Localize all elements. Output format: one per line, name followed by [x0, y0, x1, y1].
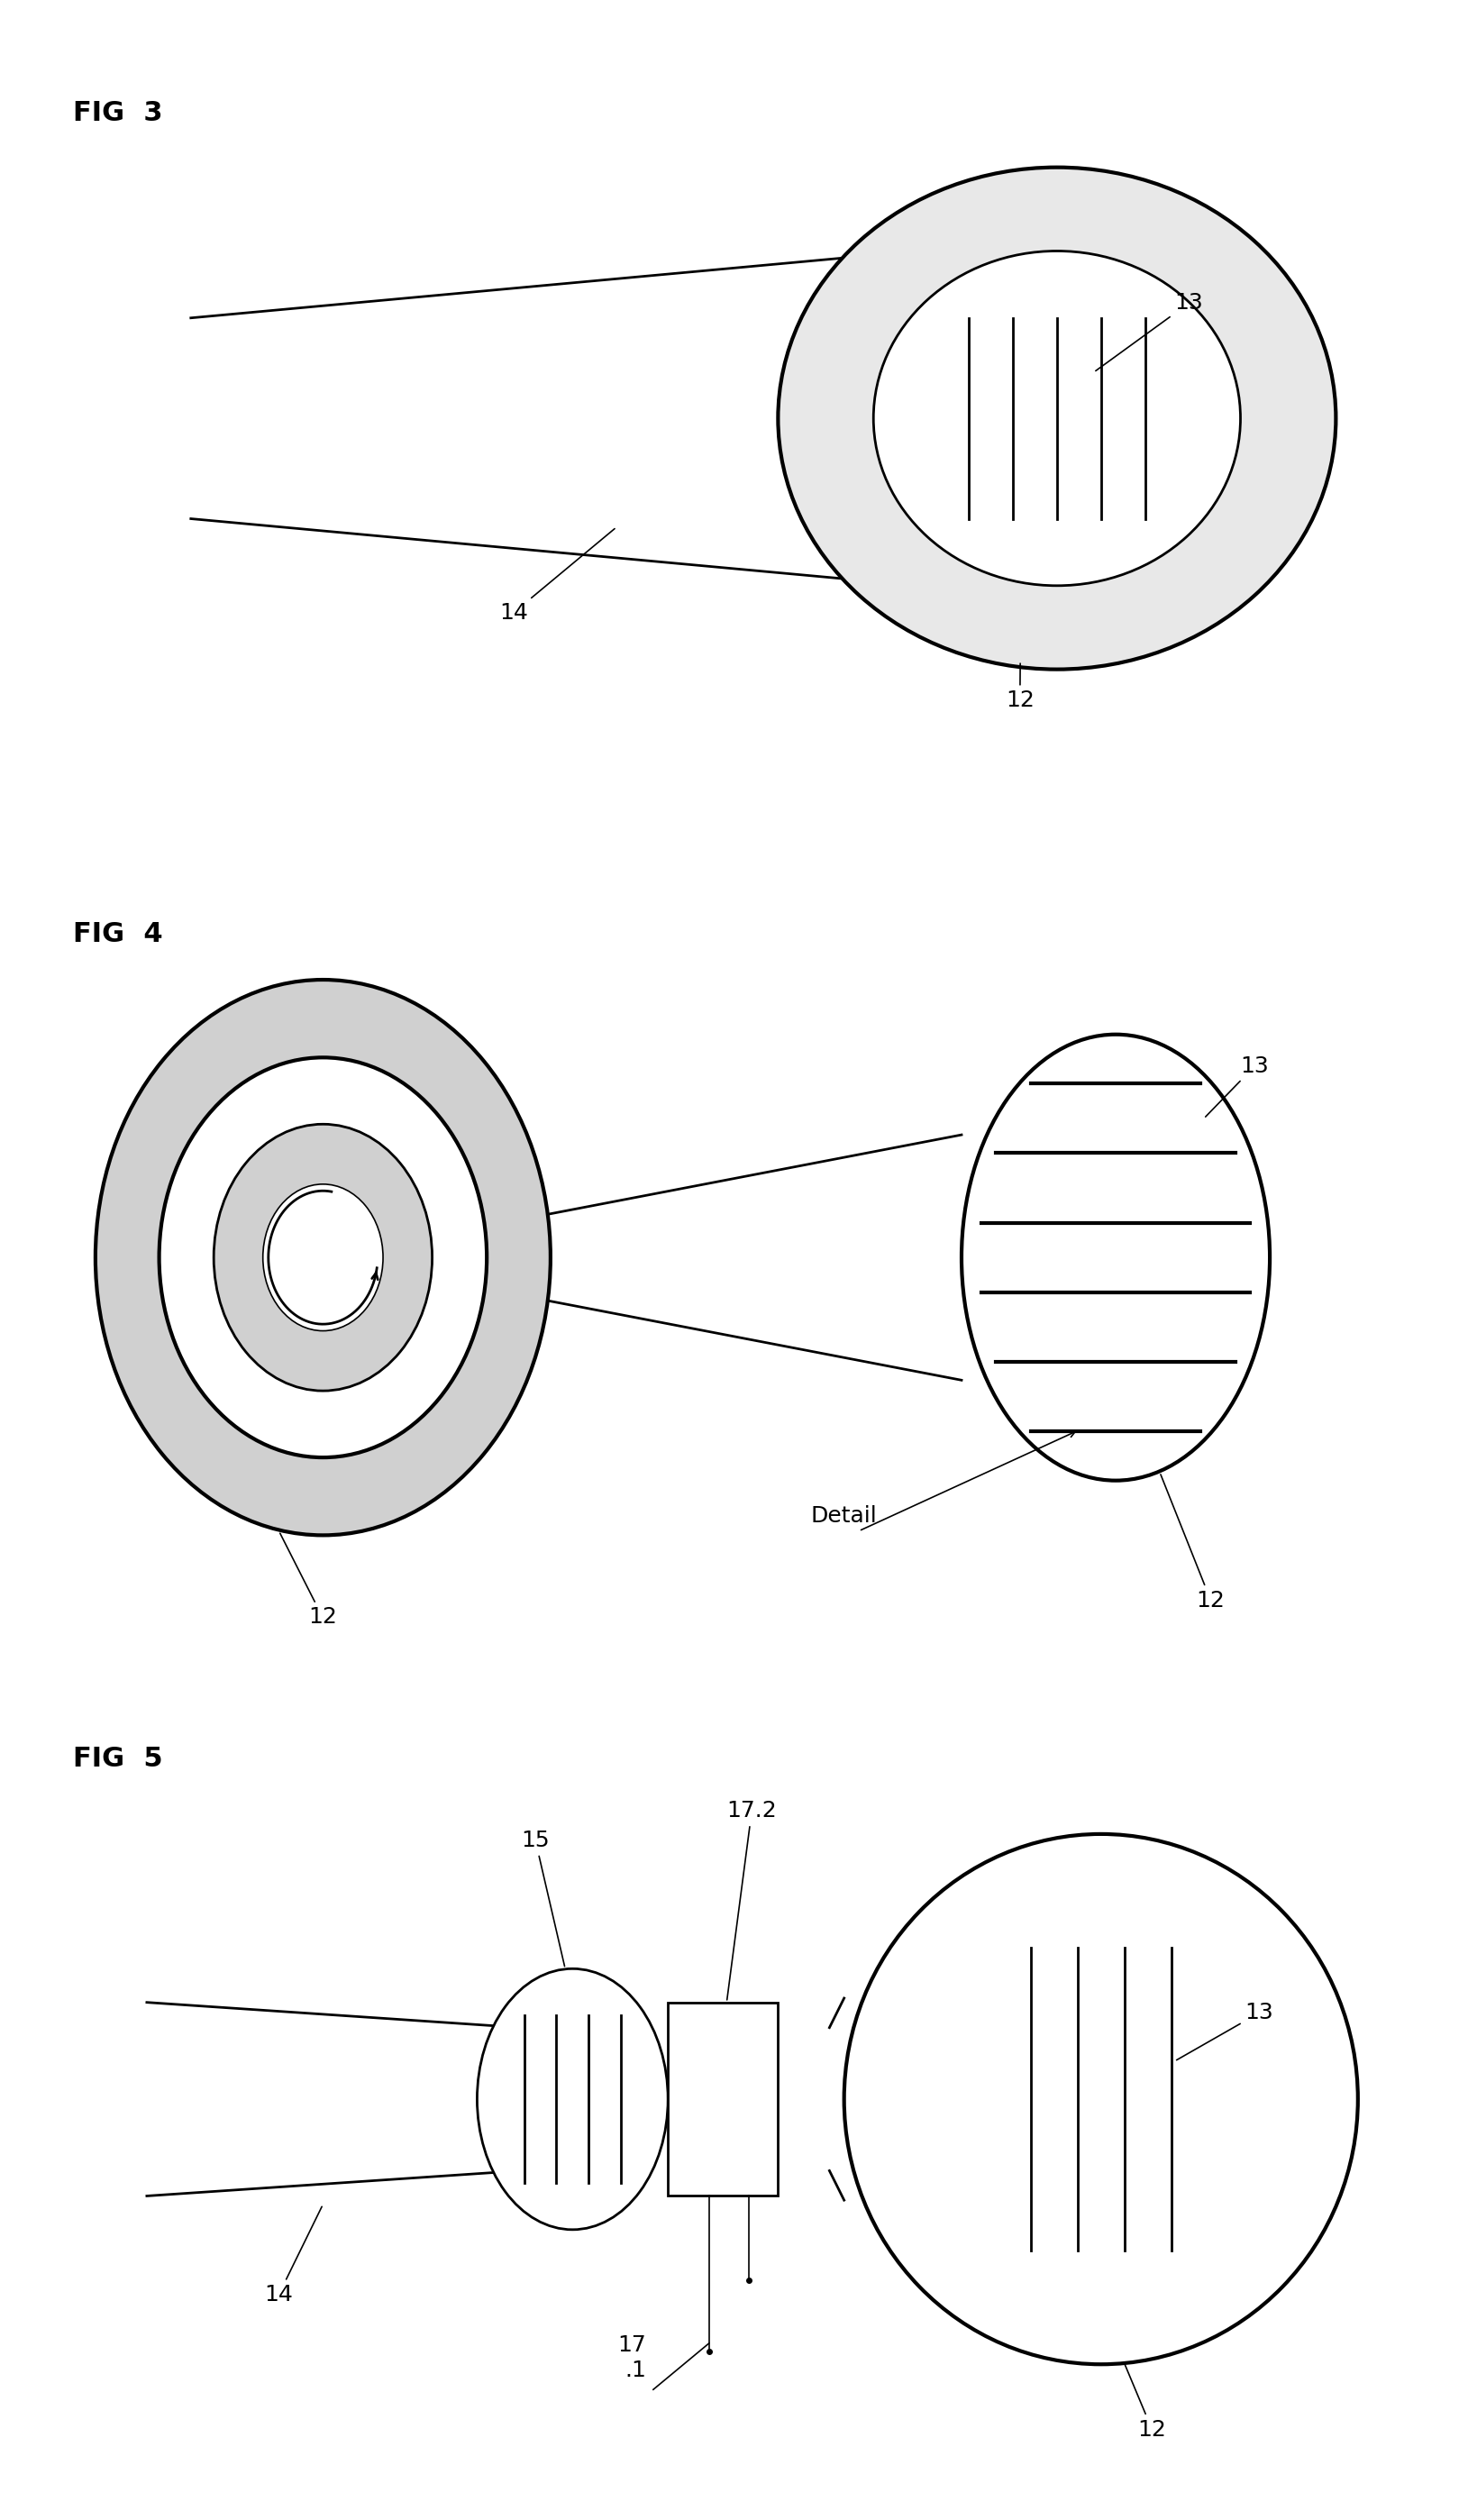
Text: 14: 14 — [499, 529, 615, 622]
Text: 13: 13 — [1095, 292, 1202, 370]
Text: 12: 12 — [1006, 663, 1035, 711]
Ellipse shape — [873, 252, 1240, 585]
Text: 12: 12 — [1161, 1474, 1226, 1610]
Text: 17.2: 17.2 — [727, 1799, 777, 2001]
Ellipse shape — [844, 1835, 1358, 2364]
Ellipse shape — [778, 166, 1336, 670]
Ellipse shape — [159, 1058, 487, 1457]
Text: 17: 17 — [618, 2334, 646, 2356]
Text: 12: 12 — [280, 1532, 338, 1628]
Text: FIG  5: FIG 5 — [73, 1746, 163, 1772]
Text: FIG  3: FIG 3 — [73, 101, 163, 126]
Text: .1: .1 — [624, 2359, 646, 2381]
Ellipse shape — [95, 980, 550, 1535]
Ellipse shape — [263, 1184, 383, 1331]
Text: 14: 14 — [264, 2208, 321, 2306]
Text: Detail: Detail — [810, 1504, 878, 1527]
Ellipse shape — [477, 1968, 668, 2230]
Text: 15: 15 — [521, 1830, 565, 1966]
Text: 12: 12 — [1124, 2361, 1167, 2439]
Ellipse shape — [214, 1124, 432, 1391]
Text: 13: 13 — [1176, 2001, 1273, 2059]
Text: 13: 13 — [1205, 1056, 1268, 1116]
Ellipse shape — [962, 1033, 1270, 1482]
Bar — [668, 2003, 778, 2195]
Text: FIG  4: FIG 4 — [73, 920, 163, 948]
